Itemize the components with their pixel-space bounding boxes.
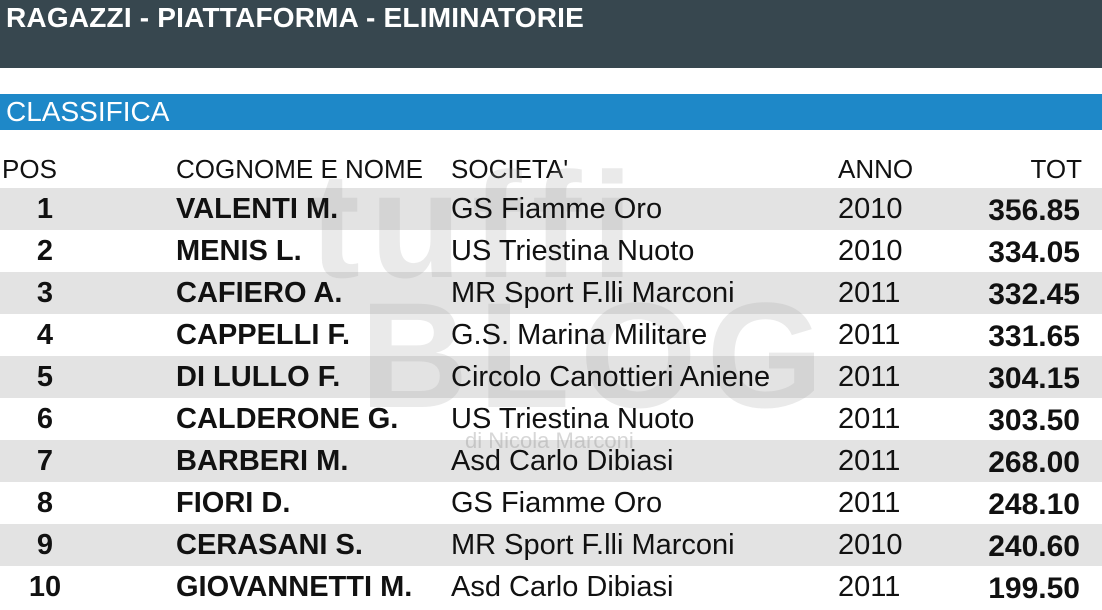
cell-year: 2011 — [838, 361, 901, 393]
cell-year: 2010 — [838, 235, 903, 267]
cell-pos: 9 — [36, 529, 54, 561]
cell-total: 199.50 — [988, 572, 1080, 605]
cell-total: 268.00 — [988, 446, 1080, 479]
table-row: 8 FIORI D. GS Fiamme Oro 2011 248.10 — [0, 482, 1102, 524]
cell-society: MR Sport F.lli Marconi — [451, 529, 735, 561]
cell-pos: 8 — [36, 487, 54, 519]
table-row: 9 CERASANI S. MR Sport F.lli Marconi 2010 24… — [0, 524, 1102, 566]
table-row: 3 CAFIERO A. MR Sport F.lli Marconi 2011 332… — [0, 272, 1102, 314]
cell-total: 303.50 — [988, 404, 1080, 437]
cell-pos: 10 — [28, 571, 62, 603]
cell-pos: 5 — [36, 361, 54, 393]
cell-year: 2010 — [838, 193, 903, 225]
cell-name: FIORI D. — [176, 487, 291, 519]
cell-society: Asd Carlo Dibiasi — [451, 571, 674, 603]
cell-society: GS Fiamme Oro — [451, 193, 663, 225]
cell-society: MR Sport F.lli Marconi — [451, 277, 735, 309]
cell-total: 332.45 — [988, 278, 1080, 311]
cell-year: 2011 — [838, 445, 901, 477]
cell-year: 2011 — [838, 571, 901, 603]
cell-society: Circolo Canottieri Aniene — [451, 361, 771, 393]
cell-name: MENIS L. — [176, 235, 302, 267]
cell-year: 2011 — [838, 403, 901, 435]
cell-total: 356.85 — [988, 194, 1080, 227]
cell-pos: 1 — [36, 193, 54, 225]
cell-society: Asd Carlo Dibiasi — [451, 445, 674, 477]
cell-name: CALDERONE G. — [176, 403, 399, 435]
section-title: CLASSIFICA — [6, 96, 170, 127]
header-total: TOT — [1030, 154, 1082, 184]
page-title: RAGAZZI - PIATTAFORMA - ELIMINATORIE — [6, 2, 585, 33]
table-header: POS COGNOME E NOME SOCIETA' ANNO TOT — [0, 152, 1102, 188]
cell-name: BARBERI M. — [176, 445, 349, 477]
cell-total: 240.60 — [988, 530, 1080, 563]
table-row: 2 MENIS L. US Triestina Nuoto 2010 334.05 — [0, 230, 1102, 272]
header-name: COGNOME E NOME — [176, 154, 424, 184]
table-row: 5 DI LULLO F. Circolo Canottieri Aniene 201… — [0, 356, 1102, 398]
cell-name: GIOVANNETTI M. — [176, 571, 413, 603]
title-bar: RAGAZZI - PIATTAFORMA - ELIMINATORIE — [0, 0, 1102, 68]
table-row: 4 CAPPELLI F. G.S. Marina Militare 2011 331.… — [0, 314, 1102, 356]
cell-total: 331.65 — [988, 320, 1080, 353]
cell-pos: 6 — [36, 403, 54, 435]
cell-pos: 3 — [36, 277, 54, 309]
table-row: 10 GIOVANNETTI M. Asd Carlo Dibiasi 2011 199… — [0, 566, 1102, 608]
cell-society: US Triestina Nuoto — [451, 403, 695, 435]
cell-society: G.S. Marina Militare — [451, 319, 708, 351]
header-pos: POS — [2, 154, 57, 184]
cell-year: 2011 — [838, 277, 901, 309]
cell-name: DI LULLO F. — [176, 361, 341, 393]
table-body: 1 VALENTI M. GS Fiamme Oro 2010 356.85 2 MENIS… — [0, 188, 1102, 608]
ranking-table: POS COGNOME E NOME SOCIETA' ANNO TOT 1 VA… — [0, 152, 1102, 608]
section-bar: CLASSIFICA — [0, 94, 1102, 130]
cell-pos: 2 — [36, 235, 54, 267]
cell-year: 2010 — [838, 529, 903, 561]
cell-name: VALENTI M. — [176, 193, 339, 225]
cell-year: 2011 — [838, 487, 901, 519]
cell-total: 334.05 — [988, 236, 1080, 269]
cell-name: CAFIERO A. — [176, 277, 343, 309]
table-row: 1 VALENTI M. GS Fiamme Oro 2010 356.85 — [0, 188, 1102, 230]
header-society: SOCIETA' — [451, 154, 569, 184]
header-year: ANNO — [838, 154, 914, 184]
cell-pos: 4 — [36, 319, 54, 351]
cell-total: 248.10 — [988, 488, 1080, 521]
cell-pos: 7 — [36, 445, 54, 477]
cell-society: US Triestina Nuoto — [451, 235, 695, 267]
cell-total: 304.15 — [988, 362, 1080, 395]
table-row: 6 CALDERONE G. US Triestina Nuoto 2011 303.5… — [0, 398, 1102, 440]
cell-name: CAPPELLI F. — [176, 319, 351, 351]
cell-name: CERASANI S. — [176, 529, 363, 561]
cell-year: 2011 — [838, 319, 901, 351]
cell-society: GS Fiamme Oro — [451, 487, 663, 519]
table-row: 7 BARBERI M. Asd Carlo Dibiasi 2011 268.00 — [0, 440, 1102, 482]
